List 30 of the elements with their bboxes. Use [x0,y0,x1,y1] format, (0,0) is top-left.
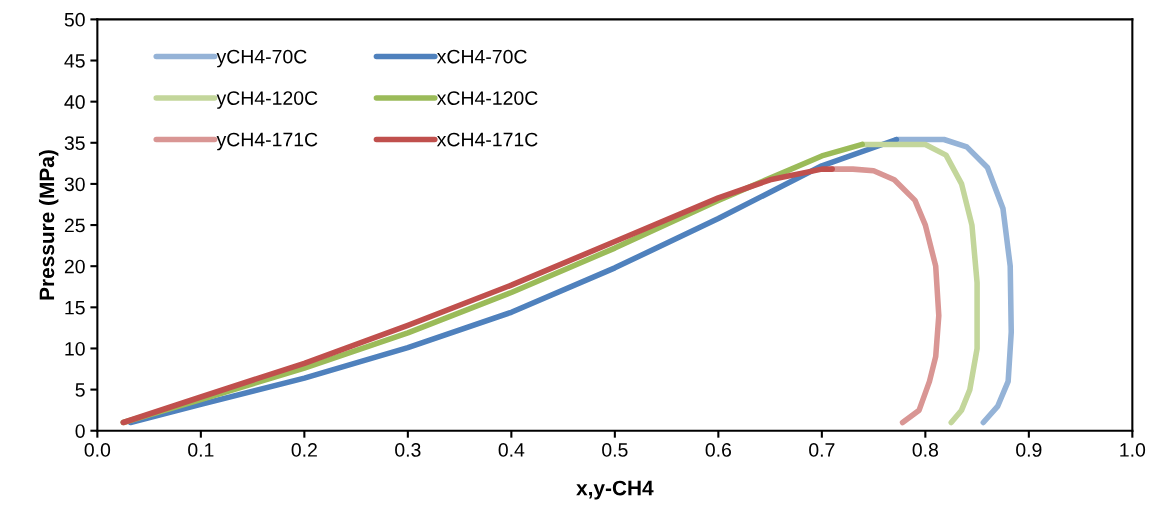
legend-label: yCH4-171C [216,132,318,151]
legend-label: xCH4-171C [436,132,538,147]
y-tick-label: 20 [64,259,85,274]
legend-label: yCH4-70C [216,49,307,68]
y-tick-label: 40 [64,95,85,109]
x-tick-label: 0.0 [84,443,111,457]
y-tick-label: 50 [64,12,85,27]
y-tick-label: 0 [75,424,85,438]
y-tick-label: 15 [65,300,85,315]
legend-label: xCH4-70C [436,49,527,64]
y-tick-label: 35 [64,136,85,151]
y-tick-label: 30 [64,177,85,192]
y-tick-label: 10 [65,341,85,356]
x-tick-label: 0.6 [705,443,732,457]
legend-label: xCH4-120C [436,91,538,105]
x-tick-label: 0.7 [809,443,835,457]
x-tick-label: 0.5 [602,443,628,457]
x-tick-label: 0.4 [498,443,525,457]
y-axis-title: Pressure (MPa) [38,150,59,300]
x-tick-label: 0.8 [912,443,939,457]
x-tick-label: 0.3 [395,443,421,457]
x-tick-label: 0.1 [188,443,214,457]
x-axis-title: x,y-CH4 [576,480,654,500]
y-tick-label: 45 [64,54,85,68]
x-tick-label: 0.2 [291,443,317,457]
legend-label: yCH4-120C [216,91,318,109]
y-tick-label: 5 [75,383,85,397]
x-tick-label: 0.9 [1016,443,1042,457]
x-tick-label: 1.0 [1120,443,1146,457]
y-tick-label: 25 [64,218,85,233]
